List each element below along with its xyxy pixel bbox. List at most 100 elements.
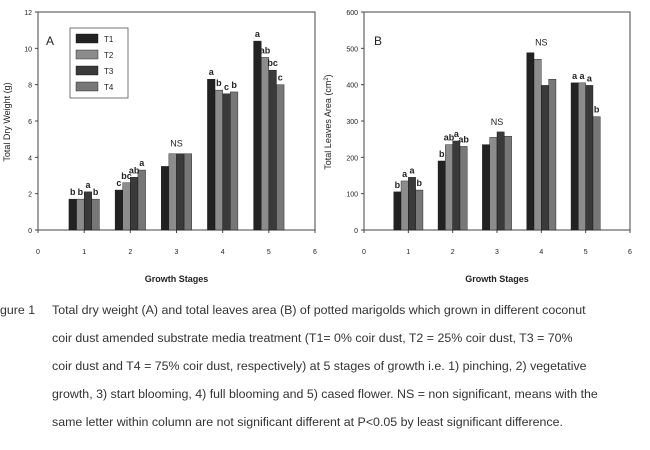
bar-t3 — [268, 69, 277, 231]
bar-t2 — [489, 137, 498, 231]
significance-label: ab — [444, 133, 455, 143]
x-tick-label: 0 — [36, 249, 40, 256]
bar-t1 — [437, 160, 446, 231]
significance-label: c — [116, 178, 121, 188]
bar-t4 — [91, 198, 100, 231]
significance-label: bc — [267, 58, 278, 68]
bar-t2 — [168, 153, 177, 231]
bar-t3 — [496, 131, 505, 231]
caption-line: same letter within column are not signif… — [52, 415, 563, 429]
y-tick-label: 500 — [346, 46, 358, 53]
x-tick-label: 6 — [628, 249, 632, 256]
legend-swatch — [75, 33, 99, 44]
bar-t4 — [504, 136, 512, 231]
legend-label: T4 — [104, 83, 114, 92]
legend-label: T3 — [104, 67, 114, 76]
bar-t2 — [214, 89, 223, 231]
figure: 0 2 4 6 8 10 12 0 1 2 3 4 5 6 Growth Stages Total Dry W… — [2, 10, 632, 284]
x-tick-label: 5 — [267, 249, 271, 256]
bar-t1 — [207, 79, 216, 231]
y-tick-label: 4 — [28, 155, 32, 162]
significance-label: b — [70, 187, 76, 197]
bar-t2 — [533, 59, 542, 231]
caption-label: gure 1 — [0, 303, 36, 317]
chart-panel-b: 0 100 200 300 400 500 600 0 1 2 3 4 5 6 Growth Stages T… — [323, 10, 632, 284]
significance-label: c — [278, 73, 283, 83]
significance-label: c — [224, 82, 229, 92]
bar-t3 — [585, 85, 594, 231]
bar-t3 — [541, 85, 549, 231]
caption-line: Total dry weight (A) and total leaves ar… — [52, 303, 586, 317]
significance-label: b — [78, 187, 84, 197]
x-tick-label: 2 — [451, 249, 455, 256]
significance-label: a — [580, 71, 586, 81]
caption-line: coir dust and T4 = 75% coir dust, respec… — [52, 359, 587, 373]
x-tick-label: 1 — [82, 249, 86, 256]
bar-t3 — [222, 93, 231, 231]
bar-t3 — [176, 153, 185, 231]
figure-caption: gure 1 Total dry weight (A) and total le… — [0, 296, 650, 450]
bar-t4 — [137, 169, 146, 231]
x-tick-label: 3 — [495, 249, 499, 256]
bar-t1 — [526, 52, 535, 231]
x-tick-label: 3 — [175, 249, 179, 256]
bar-t2 — [261, 57, 270, 231]
significance-label: a — [85, 180, 91, 190]
bar-t1 — [393, 191, 402, 231]
panel-label: B — [374, 34, 382, 48]
significance-label: a — [139, 158, 145, 168]
y-tick-label: 10 — [24, 46, 32, 53]
y-tick-label: 300 — [346, 119, 358, 126]
bar-t1 — [570, 82, 579, 231]
x-axis-title: Growth Stages — [465, 274, 529, 284]
significance-label: b — [93, 187, 99, 197]
significance-label: a — [255, 29, 261, 39]
bar-t3 — [408, 177, 416, 231]
x-tick-label: 1 — [406, 249, 410, 256]
y-tick-label: 8 — [28, 83, 32, 90]
significance-label: b — [417, 178, 423, 188]
significance-label: a — [572, 71, 578, 81]
significance-label: a — [587, 73, 593, 83]
bar-t1 — [482, 144, 490, 231]
y-tick-label: 600 — [346, 10, 358, 17]
bar-t4 — [276, 84, 285, 231]
caption-line: growth, 3) start blooming, 4) full bloom… — [52, 387, 598, 401]
bar-t4 — [415, 189, 424, 231]
x-tick-label: 4 — [539, 249, 543, 256]
bar-t2 — [122, 182, 131, 231]
y-tick-label: 6 — [28, 119, 32, 126]
legend-label: T2 — [104, 51, 114, 60]
significance-label: bc — [121, 171, 132, 181]
bar-t3 — [130, 177, 139, 231]
x-tick-label: 2 — [128, 249, 132, 256]
y-axis-title: Total Dry Weight (g) — [2, 82, 12, 161]
caption-line: coir dust amended substrate media treatm… — [52, 331, 573, 345]
bar-t1 — [161, 166, 170, 231]
x-tick-label: 5 — [584, 249, 588, 256]
significance-label: a — [409, 165, 415, 175]
significance-label: ab — [129, 165, 140, 175]
bar-t1 — [68, 198, 77, 231]
significance-label: b — [216, 78, 222, 88]
y-tick-label: 200 — [346, 155, 358, 162]
bar-t4 — [230, 91, 239, 231]
bar-t1 — [253, 40, 262, 231]
significance-label: ab — [458, 134, 469, 144]
bar-t4 — [548, 79, 557, 231]
bar-t3 — [452, 140, 461, 231]
significance-label: NS — [170, 139, 183, 149]
panel-label: A — [46, 34, 54, 48]
significance-label: b — [439, 149, 445, 159]
y-axis-title: Total Leaves Area (cm2) — [323, 74, 333, 169]
legend-label: T1 — [104, 35, 114, 44]
bar-t1 — [114, 189, 123, 231]
y-tick-label: 12 — [24, 10, 32, 17]
y-tick-label: 0 — [354, 228, 358, 235]
legend-swatch — [75, 81, 99, 92]
significance-label: b — [594, 105, 600, 115]
significance-label: a — [454, 129, 460, 139]
bar-t4 — [459, 146, 468, 231]
